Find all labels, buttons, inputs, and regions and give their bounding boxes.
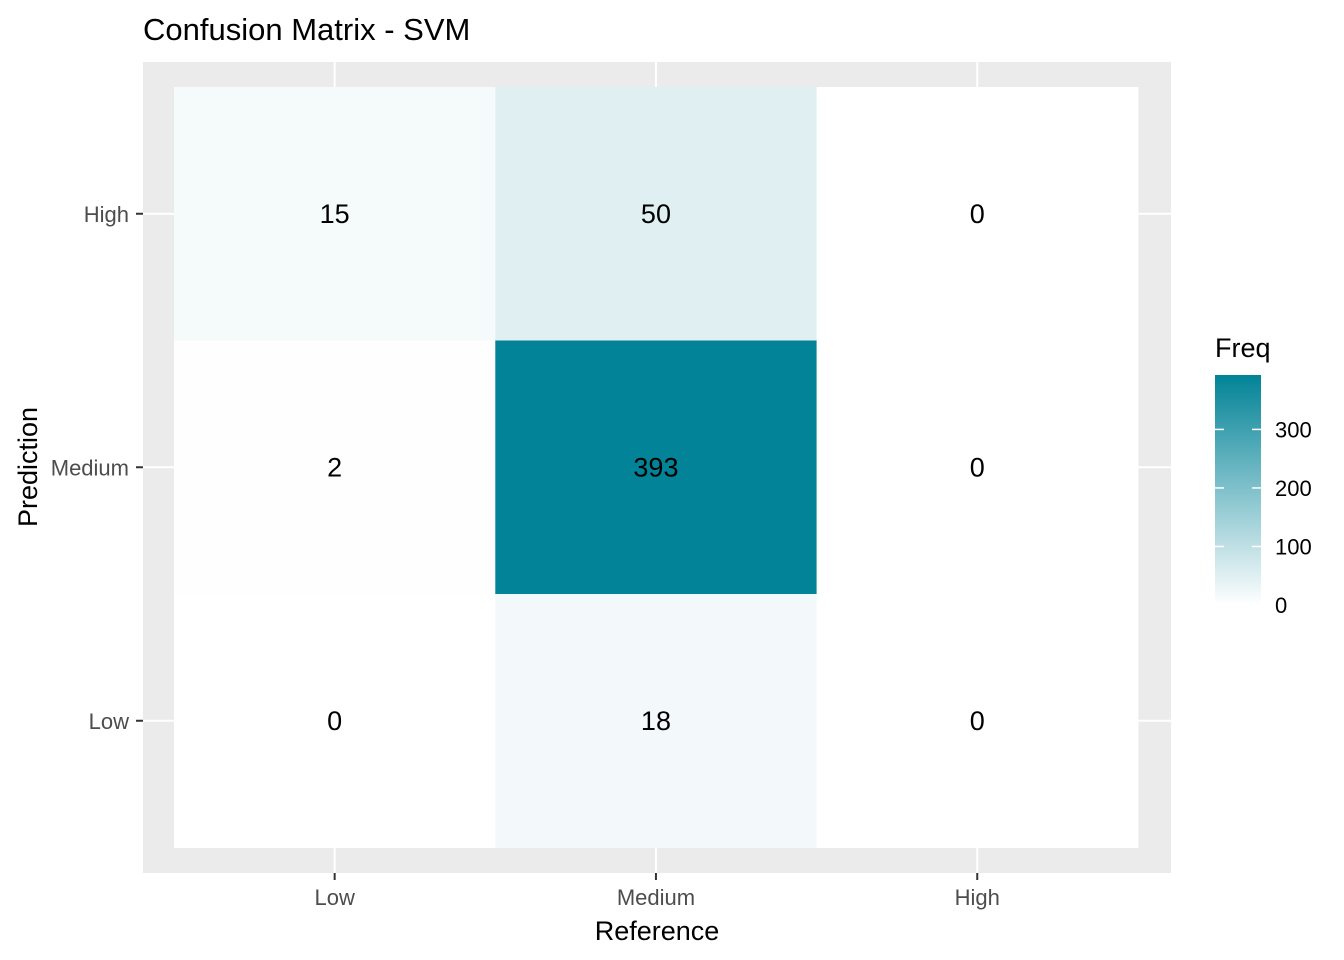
x-tick-label-medium: Medium (617, 885, 695, 910)
cell-low-medium-label: 18 (641, 706, 671, 736)
x-axis: Low Medium High (314, 873, 1000, 910)
cell-high-high (816, 87, 1139, 341)
legend-tick-label-200: 200 (1275, 476, 1312, 501)
cell-medium-medium-label: 393 (633, 452, 678, 482)
color-legend: Freq 0 100 200 300 (1215, 333, 1312, 618)
y-tick-label-low: Low (89, 709, 129, 734)
y-tick-label-medium: Medium (51, 455, 129, 480)
legend-tick-label-0: 0 (1275, 593, 1287, 618)
legend-tick-label-100: 100 (1275, 534, 1312, 559)
cell-low-low (174, 594, 496, 848)
x-axis-title: Reference (595, 916, 720, 946)
cell-medium-high (816, 340, 1139, 595)
cell-high-medium-label: 50 (641, 199, 671, 229)
legend-title: Freq (1215, 333, 1271, 363)
cell-low-high-label: 0 (970, 706, 985, 736)
cell-low-low-label: 0 (327, 706, 342, 736)
y-axis: Low Medium High (51, 202, 143, 734)
cell-high-high-label: 0 (970, 199, 985, 229)
chart-title: Confusion Matrix - SVM (143, 12, 470, 47)
cell-labels: 15 50 0 2 393 0 0 18 0 (320, 199, 985, 736)
cell-medium-high-label: 0 (970, 452, 985, 482)
legend-tick-label-300: 300 (1275, 417, 1312, 442)
x-tick-label-high: High (955, 885, 1000, 910)
cell-medium-medium (495, 340, 818, 595)
cell-low-high (816, 594, 1139, 848)
y-tick-label-high: High (84, 202, 129, 227)
legend-colorbar (1215, 375, 1261, 605)
cell-medium-low-label: 2 (327, 452, 342, 482)
cell-low-medium (495, 594, 818, 848)
heatmap-cells (174, 87, 1139, 848)
x-tick-label-low: Low (314, 885, 354, 910)
legend-ticks: 0 100 200 300 (1215, 417, 1312, 618)
y-axis-title: Prediction (13, 407, 43, 527)
cell-high-low (174, 87, 496, 341)
cell-medium-low (174, 340, 496, 595)
cell-high-low-label: 15 (320, 199, 350, 229)
cell-high-medium (495, 87, 818, 341)
